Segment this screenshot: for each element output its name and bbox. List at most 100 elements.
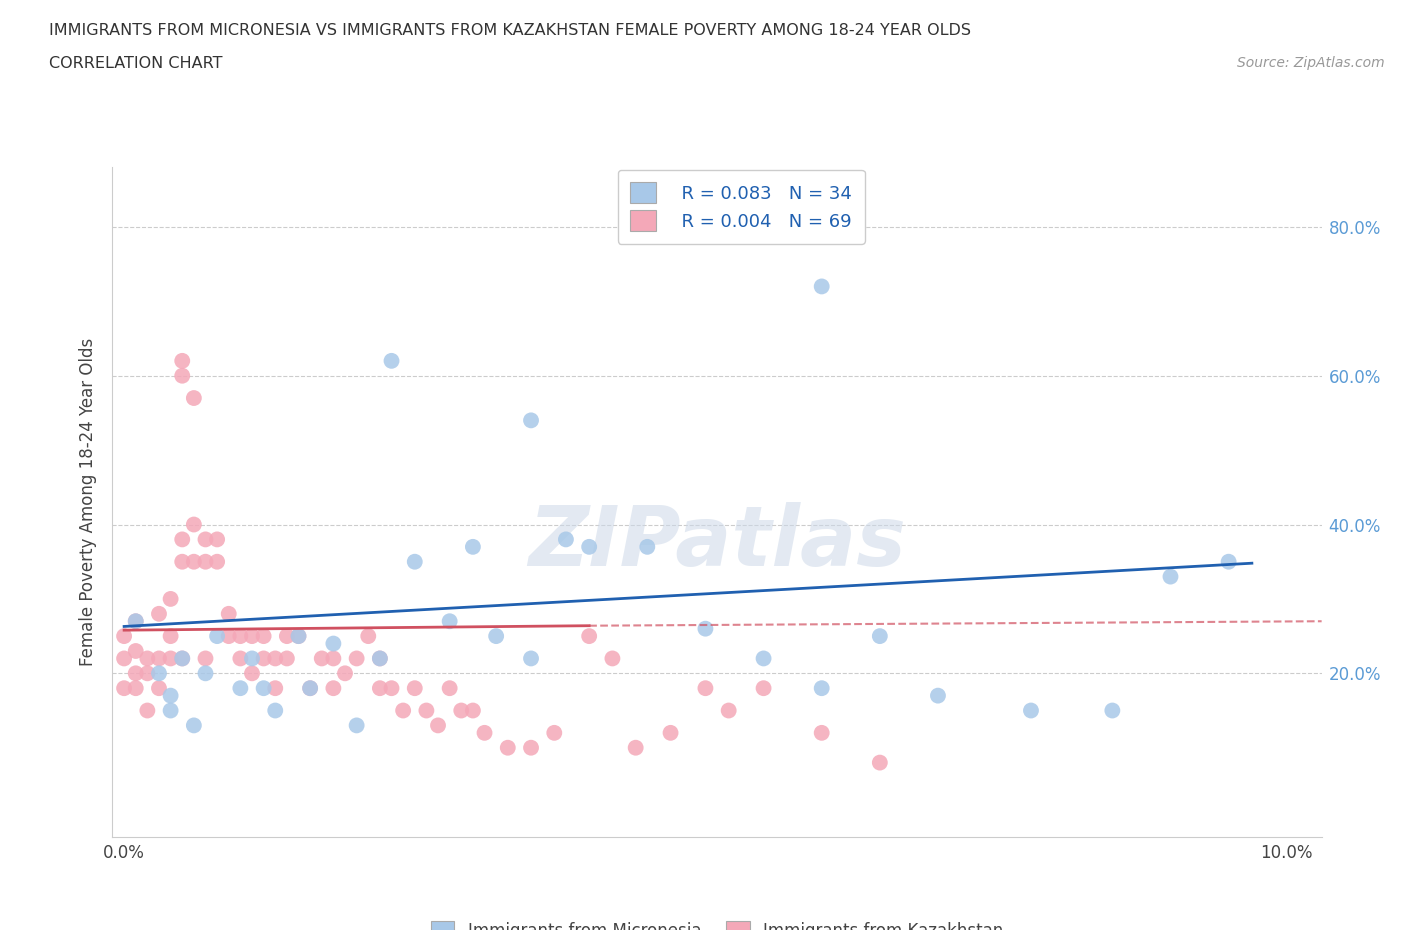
Point: [159, 703, 181, 718]
Point: [148, 666, 170, 681]
Point: [125, 666, 148, 681]
Point: [276, 651, 298, 666]
Point: [520, 413, 543, 428]
Point: [659, 725, 682, 740]
Point: [346, 718, 368, 733]
Point: [148, 651, 170, 666]
Point: [205, 629, 228, 644]
Point: [136, 666, 159, 681]
Point: [240, 666, 263, 681]
Point: [253, 681, 276, 696]
Point: [159, 651, 181, 666]
Point: [1159, 569, 1181, 584]
Point: [229, 681, 252, 696]
Text: Source: ZipAtlas.com: Source: ZipAtlas.com: [1237, 56, 1385, 70]
Point: [183, 718, 205, 733]
Point: [240, 629, 263, 644]
Point: [392, 703, 415, 718]
Legend: Immigrants from Micronesia, Immigrants from Kazakhstan: Immigrants from Micronesia, Immigrants f…: [423, 912, 1011, 930]
Point: [474, 725, 496, 740]
Point: [159, 688, 181, 703]
Point: [125, 614, 148, 629]
Point: [346, 651, 368, 666]
Point: [578, 629, 600, 644]
Point: [368, 651, 391, 666]
Point: [322, 681, 344, 696]
Point: [520, 740, 543, 755]
Point: [322, 651, 344, 666]
Text: CORRELATION CHART: CORRELATION CHART: [49, 56, 222, 71]
Point: [636, 539, 658, 554]
Point: [125, 614, 148, 629]
Point: [299, 681, 322, 696]
Point: [624, 740, 647, 755]
Point: [380, 681, 402, 696]
Point: [810, 279, 832, 294]
Point: [485, 629, 508, 644]
Point: [264, 703, 287, 718]
Point: [112, 681, 135, 696]
Point: [136, 703, 159, 718]
Point: [311, 651, 333, 666]
Point: [1218, 554, 1240, 569]
Point: [496, 740, 519, 755]
Point: [159, 591, 181, 606]
Point: [554, 532, 576, 547]
Point: [322, 636, 344, 651]
Point: [287, 629, 309, 644]
Point: [927, 688, 949, 703]
Point: [183, 517, 205, 532]
Point: [810, 725, 832, 740]
Point: [1101, 703, 1123, 718]
Point: [136, 651, 159, 666]
Point: [578, 539, 600, 554]
Point: [368, 651, 391, 666]
Point: [439, 614, 461, 629]
Point: [194, 651, 217, 666]
Point: [253, 629, 276, 644]
Point: [112, 629, 135, 644]
Point: [752, 651, 775, 666]
Point: [172, 554, 194, 569]
Point: [287, 629, 309, 644]
Point: [112, 651, 135, 666]
Point: [229, 651, 252, 666]
Point: [172, 368, 194, 383]
Point: [125, 681, 148, 696]
Point: [276, 629, 298, 644]
Point: [404, 554, 426, 569]
Point: [695, 681, 717, 696]
Point: [357, 629, 380, 644]
Point: [264, 651, 287, 666]
Point: [218, 629, 240, 644]
Point: [194, 554, 217, 569]
Point: [450, 703, 472, 718]
Y-axis label: Female Poverty Among 18-24 Year Olds: Female Poverty Among 18-24 Year Olds: [79, 339, 97, 666]
Point: [218, 606, 240, 621]
Point: [869, 629, 891, 644]
Point: [695, 621, 717, 636]
Point: [333, 666, 356, 681]
Text: IMMIGRANTS FROM MICRONESIA VS IMMIGRANTS FROM KAZAKHSTAN FEMALE POVERTY AMONG 18: IMMIGRANTS FROM MICRONESIA VS IMMIGRANTS…: [49, 23, 972, 38]
Point: [810, 681, 832, 696]
Point: [183, 554, 205, 569]
Point: [752, 681, 775, 696]
Point: [404, 681, 426, 696]
Point: [194, 532, 217, 547]
Point: [240, 651, 263, 666]
Point: [194, 666, 217, 681]
Point: [299, 681, 322, 696]
Point: [415, 703, 437, 718]
Point: [172, 651, 194, 666]
Point: [148, 681, 170, 696]
Point: [125, 644, 148, 658]
Point: [172, 353, 194, 368]
Point: [717, 703, 740, 718]
Point: [427, 718, 450, 733]
Point: [520, 651, 543, 666]
Point: [1019, 703, 1042, 718]
Point: [602, 651, 624, 666]
Point: [205, 554, 228, 569]
Point: [229, 629, 252, 644]
Point: [439, 681, 461, 696]
